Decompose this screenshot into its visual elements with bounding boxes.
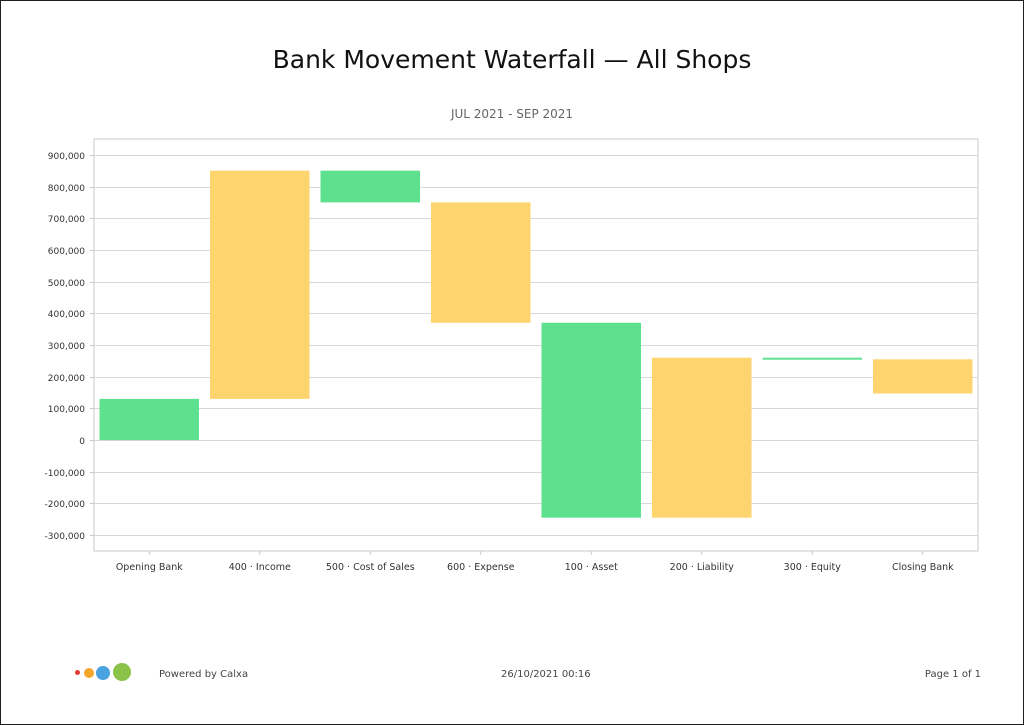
waterfall-bar: [210, 170, 310, 399]
chart-title: Bank Movement Waterfall — All Shops: [272, 45, 752, 74]
y-tick-label: 300,000: [48, 342, 85, 352]
waterfall-bar: [320, 170, 420, 203]
powered-by-text: Powered by Calxa: [159, 669, 249, 680]
waterfall-bar: [652, 357, 752, 518]
y-tick-label: 400,000: [48, 310, 85, 320]
x-tick-label: 300 · Equity: [784, 562, 842, 573]
logo-dot: [84, 668, 94, 678]
y-tick-label: 500,000: [48, 279, 85, 289]
waterfall-bar: [873, 359, 973, 394]
waterfall-bar: [99, 398, 199, 441]
logo-dot: [75, 670, 80, 675]
x-tick-label: 600 · Expense: [447, 562, 515, 573]
chart-subtitle: JUL 2021 - SEP 2021: [450, 107, 574, 121]
y-tick-label: 200,000: [48, 374, 85, 384]
waterfall-bar: [762, 357, 862, 360]
waterfall-bar: [431, 202, 531, 323]
x-tick-label: Opening Bank: [116, 562, 183, 573]
y-tick-label: 600,000: [48, 247, 85, 257]
y-tick-label: 900,000: [48, 152, 85, 162]
report-timestamp: 26/10/2021 00:16: [501, 669, 591, 680]
x-tick-label: 400 · Income: [229, 562, 291, 573]
y-tick-label: 700,000: [48, 215, 85, 225]
waterfall-bar: [541, 322, 641, 518]
x-tick-label: Closing Bank: [892, 562, 954, 573]
y-tick-label: 100,000: [48, 405, 85, 415]
y-tick-label: -200,000: [45, 500, 86, 510]
x-tick-label: 200 · Liability: [670, 562, 735, 573]
y-tick-label: 800,000: [48, 184, 85, 194]
y-tick-label: 0: [79, 437, 85, 447]
logo-dot: [113, 663, 131, 681]
x-tick-label: 500 · Cost of Sales: [326, 562, 415, 573]
x-tick-label: 100 · Asset: [565, 562, 618, 573]
logo-dot: [96, 666, 110, 680]
y-tick-label: -300,000: [45, 532, 86, 542]
y-tick-label: -100,000: [45, 469, 86, 479]
page-number: Page 1 of 1: [924, 669, 981, 680]
